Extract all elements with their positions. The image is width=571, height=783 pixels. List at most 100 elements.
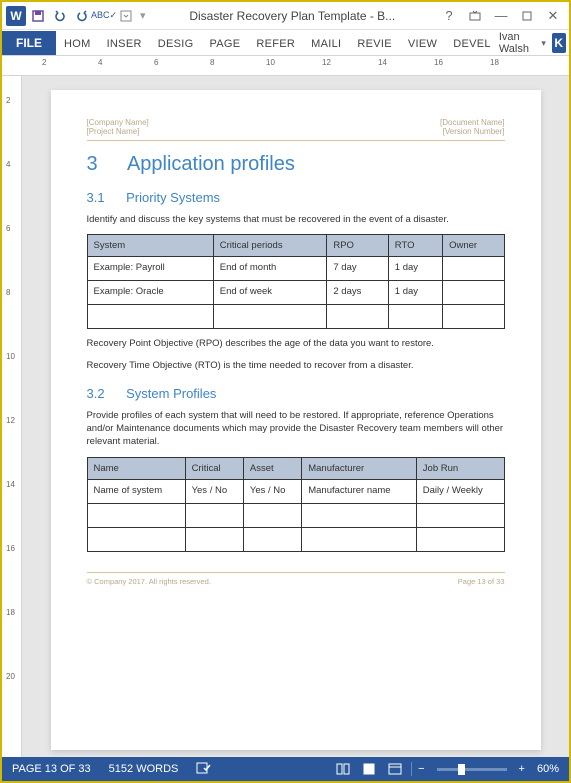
table-cell [243, 527, 301, 551]
title-bar: W ABC✓ ▾ Disaster Recovery Plan Template… [2, 2, 569, 30]
table-header: System [87, 235, 213, 257]
redo-icon[interactable] [72, 6, 92, 26]
maximize-button[interactable] [515, 6, 539, 26]
table-cell [87, 305, 213, 329]
print-layout-icon[interactable] [359, 761, 379, 777]
ruler-number: 6 [154, 58, 158, 67]
save-icon[interactable] [28, 6, 48, 26]
read-mode-icon[interactable] [333, 761, 353, 777]
status-right: − + 60% [333, 761, 559, 777]
section-number: 3 [87, 153, 123, 176]
table-cell [87, 527, 185, 551]
footer-copyright: © Company 2017. All rights reserved. [87, 577, 211, 586]
qat-customize-icon[interactable] [116, 6, 136, 26]
file-tab[interactable]: FILE [2, 31, 56, 55]
vruler-number: 18 [6, 608, 15, 617]
table-cell [443, 305, 504, 329]
table-cell: Manufacturer name [302, 479, 417, 503]
table-header: Manufacturer [302, 457, 417, 479]
user-area[interactable]: Ivan Walsh ▾ K [499, 31, 571, 55]
spellcheck-status-icon[interactable] [196, 761, 212, 778]
table-row: Name of systemYes / NoYes / NoManufactur… [87, 479, 504, 503]
table-header: Name [87, 457, 185, 479]
table-cell: End of month [213, 257, 327, 281]
table-cell: Yes / No [185, 479, 243, 503]
status-words[interactable]: 5152 WORDS [109, 763, 179, 775]
subsection-title-2: System Profiles [126, 386, 216, 401]
ribbon-display-icon[interactable] [463, 6, 487, 26]
section-heading: 3 Application profiles [87, 153, 505, 176]
ruler-number: 2 [42, 58, 46, 67]
header-version: [Version Number] [440, 127, 504, 136]
header-company: [Company Name] [87, 118, 149, 127]
table-header: RPO [327, 235, 388, 257]
tab-review[interactable]: REVIE [349, 33, 400, 55]
web-layout-icon[interactable] [385, 761, 405, 777]
table-header: Owner [443, 235, 504, 257]
tab-home[interactable]: HOM [56, 33, 99, 55]
ruler-number: 10 [266, 58, 275, 67]
document-page[interactable]: [Company Name] [Project Name] [Document … [51, 90, 541, 750]
table-cell [388, 305, 442, 329]
zoom-slider[interactable] [437, 768, 507, 771]
note-rpo: Recovery Point Objective (RPO) describes… [87, 337, 505, 350]
table-header: Critical periods [213, 235, 327, 257]
help-icon[interactable]: ? [437, 6, 461, 26]
status-bar: PAGE 13 OF 33 5152 WORDS − + 60% [2, 757, 569, 781]
table-row: Example: OracleEnd of week2 days1 day [87, 281, 504, 305]
page-footer: © Company 2017. All rights reserved. Pag… [87, 572, 505, 586]
table-cell [185, 503, 243, 527]
vruler-number: 10 [6, 352, 15, 361]
table-cell: Yes / No [243, 479, 301, 503]
table-row [87, 305, 504, 329]
undo-icon[interactable] [50, 6, 70, 26]
zoom-out-button[interactable]: − [418, 763, 424, 775]
zoom-thumb[interactable] [458, 764, 465, 775]
tab-view[interactable]: VIEW [400, 33, 445, 55]
vruler-number: 16 [6, 544, 15, 553]
table-cell: 1 day [388, 281, 442, 305]
user-badge: K [552, 33, 566, 53]
priority-systems-table: SystemCritical periodsRPORTOOwner Exampl… [87, 234, 505, 329]
vertical-ruler[interactable]: 2468101214161820 [2, 76, 22, 759]
table-row [87, 503, 504, 527]
table-header: Critical [185, 457, 243, 479]
minimize-button[interactable]: — [489, 6, 513, 26]
table-row [87, 527, 504, 551]
table-cell [443, 257, 504, 281]
ruler-number: 4 [98, 58, 102, 67]
table-cell: Example: Oracle [87, 281, 213, 305]
ruler-number: 12 [322, 58, 331, 67]
word-app-icon[interactable]: W [6, 6, 26, 26]
vruler-number: 12 [6, 416, 15, 425]
tab-developer[interactable]: DEVEL [445, 33, 499, 55]
table-cell: 7 day [327, 257, 388, 281]
footer-page: Page 13 of 33 [458, 577, 505, 586]
window-title: Disaster Recovery Plan Template - B... [148, 9, 437, 23]
horizontal-ruler[interactable]: // inline generation handled below 24681… [2, 56, 569, 76]
zoom-in-button[interactable]: + [519, 763, 525, 775]
vruler-number: 14 [6, 480, 15, 489]
vruler-number: 6 [6, 224, 10, 233]
divider [411, 762, 412, 776]
table-cell [243, 503, 301, 527]
vruler-number: 4 [6, 160, 10, 169]
tab-insert[interactable]: INSER [99, 33, 150, 55]
ruler-number: 16 [434, 58, 443, 67]
vruler-number: 8 [6, 288, 10, 297]
tab-page[interactable]: PAGE [201, 33, 248, 55]
tab-references[interactable]: REFER [248, 33, 303, 55]
zoom-level[interactable]: 60% [537, 763, 559, 775]
spellcheck-icon[interactable]: ABC✓ [94, 6, 114, 26]
close-button[interactable]: ✕ [541, 6, 565, 26]
tab-design[interactable]: DESIG [150, 33, 202, 55]
table-cell: 2 days [327, 281, 388, 305]
subsection-heading: 3.1 Priority Systems [87, 190, 505, 205]
tab-mailings[interactable]: MAILI [303, 33, 349, 55]
status-page[interactable]: PAGE 13 OF 33 [12, 763, 91, 775]
subsection-number: 3.1 [87, 190, 123, 205]
user-name: Ivan Walsh [499, 31, 536, 55]
system-profiles-table: NameCriticalAssetManufacturerJob Run Nam… [87, 457, 505, 552]
table-cell: Example: Payroll [87, 257, 213, 281]
ribbon-tabs: FILE HOM INSER DESIG PAGE REFER MAILI RE… [2, 30, 569, 56]
